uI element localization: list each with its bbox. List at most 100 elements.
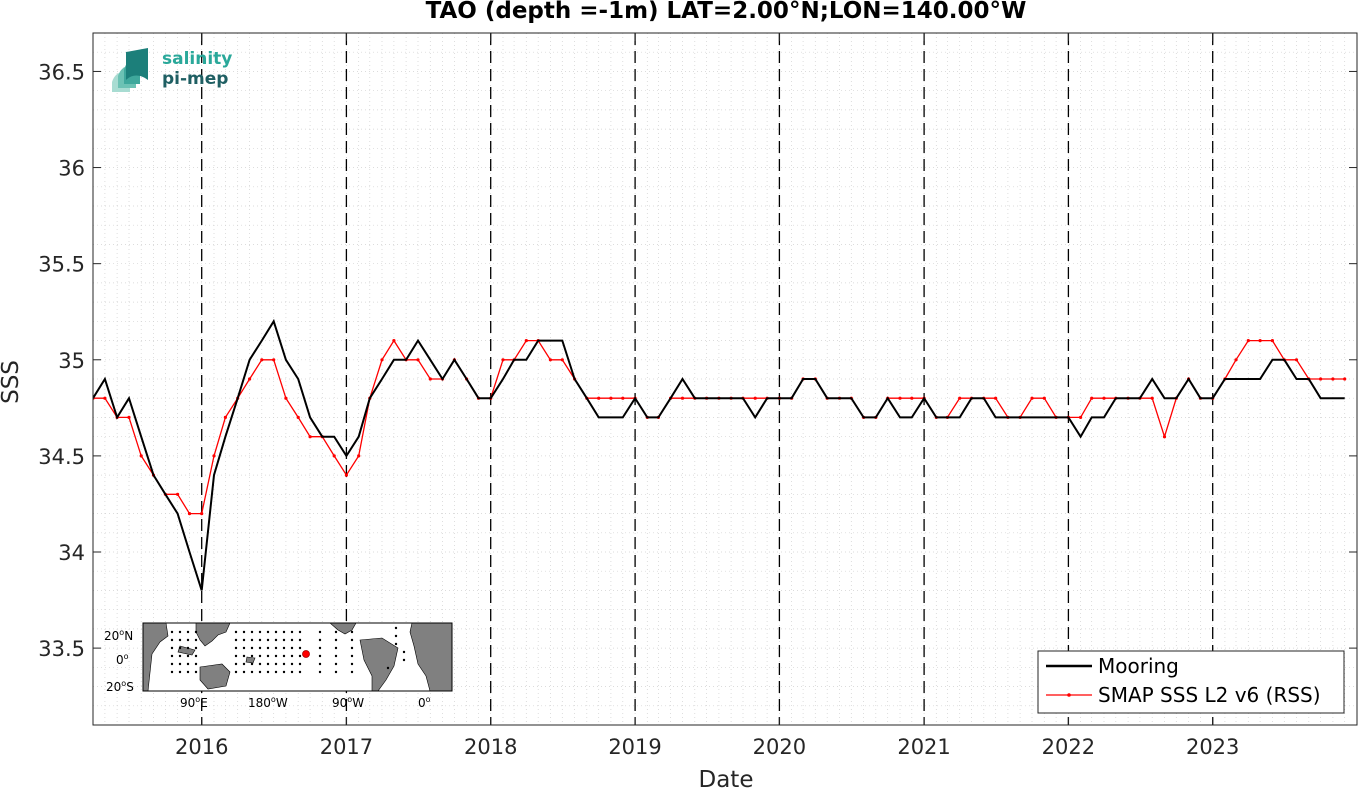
- x-tick-label: 2018: [464, 735, 517, 759]
- map-lon-label-180w: 180oW: [248, 695, 288, 710]
- map-mooring-dot: [394, 642, 398, 646]
- map-mooring-dot: [178, 654, 182, 658]
- data-point-smap: [753, 396, 757, 400]
- map-mooring-dot: [402, 658, 406, 662]
- map-mooring-dot: [170, 630, 174, 634]
- map-mooring-dot: [194, 646, 198, 650]
- map-mooring-dot: [282, 630, 286, 634]
- year-boundary-lines: [201, 33, 1214, 725]
- map-mooring-dot: [290, 646, 294, 650]
- map-mooring-dot: [282, 638, 286, 642]
- logo-text-pi-mep: pi-mep: [162, 69, 228, 89]
- data-point-smap: [898, 396, 902, 400]
- map-mooring-dot: [350, 630, 354, 634]
- map-mooring-dot: [250, 670, 254, 674]
- map-mooring-dot: [334, 646, 338, 650]
- map-mooring-dot: [234, 654, 238, 658]
- data-point-smap: [1258, 339, 1262, 343]
- map-mooring-dot: [298, 630, 302, 634]
- map-mooring-dot: [194, 630, 198, 634]
- series-layer: [93, 318, 1347, 591]
- map-mooring-dot: [266, 654, 270, 658]
- data-point-smap: [187, 511, 192, 516]
- map-mooring-dot: [274, 662, 278, 666]
- y-tick-label: 36.5: [38, 60, 85, 84]
- map-mooring-dot: [298, 670, 302, 674]
- map-mooring-dot: [178, 646, 182, 650]
- map-mooring-dot: [258, 654, 262, 658]
- map-mooring-dot: [274, 670, 278, 674]
- map-mooring-dot: [250, 638, 254, 642]
- chart-title: TAO (depth =-1m) LAT=2.00°N;LON=140.00°W: [426, 0, 1027, 24]
- map-mooring-dot: [318, 646, 322, 650]
- data-point-smap: [524, 339, 528, 343]
- data-point-smap: [272, 358, 276, 362]
- data-point-smap: [1030, 396, 1034, 400]
- data-point-smap: [416, 358, 420, 362]
- map-mooring-dot: [178, 638, 182, 642]
- map-mooring-dot: [266, 662, 270, 666]
- map-mooring-dot: [258, 646, 262, 650]
- map-mooring-dot: [318, 662, 322, 666]
- map-mooring-dot: [186, 638, 190, 642]
- map-mooring-dot: [290, 638, 294, 642]
- map-mooring-dot: [194, 670, 198, 674]
- map-mooring-dot: [350, 654, 354, 658]
- y-tick-label: 33.5: [38, 637, 85, 661]
- map-mooring-dot: [298, 654, 302, 658]
- map-location-marker: [302, 650, 310, 658]
- data-point-smap: [1270, 339, 1274, 343]
- map-mooring-dot: [282, 654, 286, 658]
- data-point-smap: [1150, 396, 1154, 400]
- data-point-smap: [139, 454, 143, 458]
- data-point-smap: [127, 415, 131, 419]
- map-mooring-dot: [186, 630, 190, 634]
- map-mooring-dot: [234, 638, 238, 642]
- map-mooring-dot: [334, 630, 338, 634]
- data-point-smap: [994, 396, 998, 400]
- map-mooring-dot: [350, 646, 354, 650]
- map-mooring-dot: [334, 654, 338, 658]
- legend: Mooring SMAP SSS L2 v6 (RSS): [1037, 650, 1345, 714]
- map-mooring-dot: [194, 654, 198, 658]
- map-mooring-dot: [186, 646, 190, 650]
- map-ocean: [143, 623, 452, 691]
- data-point-smap: [1102, 396, 1106, 400]
- data-point-smap: [597, 396, 601, 400]
- map-mooring-dot: [178, 670, 182, 674]
- data-point-smap: [248, 377, 252, 381]
- map-mooring-dot: [258, 670, 262, 674]
- data-point-smap: [1079, 415, 1083, 419]
- legend-swatch-smap-marker: [1067, 693, 1071, 697]
- data-point-smap: [1234, 358, 1238, 362]
- data-point-smap: [1331, 377, 1335, 381]
- map-mooring-dot: [274, 646, 278, 650]
- data-point-smap: [212, 454, 216, 458]
- data-point-smap: [308, 435, 312, 439]
- data-point-smap: [296, 415, 300, 419]
- map-mooring-dot: [350, 670, 354, 674]
- data-point-smap: [1319, 377, 1323, 381]
- y-axis: 33.5 34 34.5 35 35.5 36 36.5: [38, 60, 1357, 661]
- map-mooring-dot: [178, 662, 182, 666]
- map-mooring-dot: [242, 630, 246, 634]
- data-point-smap: [1294, 358, 1299, 362]
- logo-mark-icon: [112, 48, 148, 92]
- map-mooring-dot: [250, 646, 254, 650]
- data-point-smap: [609, 396, 613, 400]
- data-point-smap: [332, 454, 336, 458]
- data-point-smap: [560, 358, 564, 362]
- map-mooring-dot: [234, 670, 238, 674]
- data-point-smap: [501, 358, 505, 362]
- legend-label-smap: SMAP SSS L2 v6 (RSS): [1098, 683, 1321, 707]
- map-mooring-dot: [258, 630, 262, 634]
- data-point-smap: [680, 396, 685, 400]
- map-mooring-dot: [334, 670, 338, 674]
- y-tick-label: 35: [58, 349, 85, 373]
- map-mooring-dot: [170, 662, 174, 666]
- data-point-smap: [344, 473, 348, 477]
- map-mooring-dot: [402, 650, 406, 654]
- map-mooring-dot: [290, 662, 294, 666]
- map-mooring-dot: [274, 630, 278, 634]
